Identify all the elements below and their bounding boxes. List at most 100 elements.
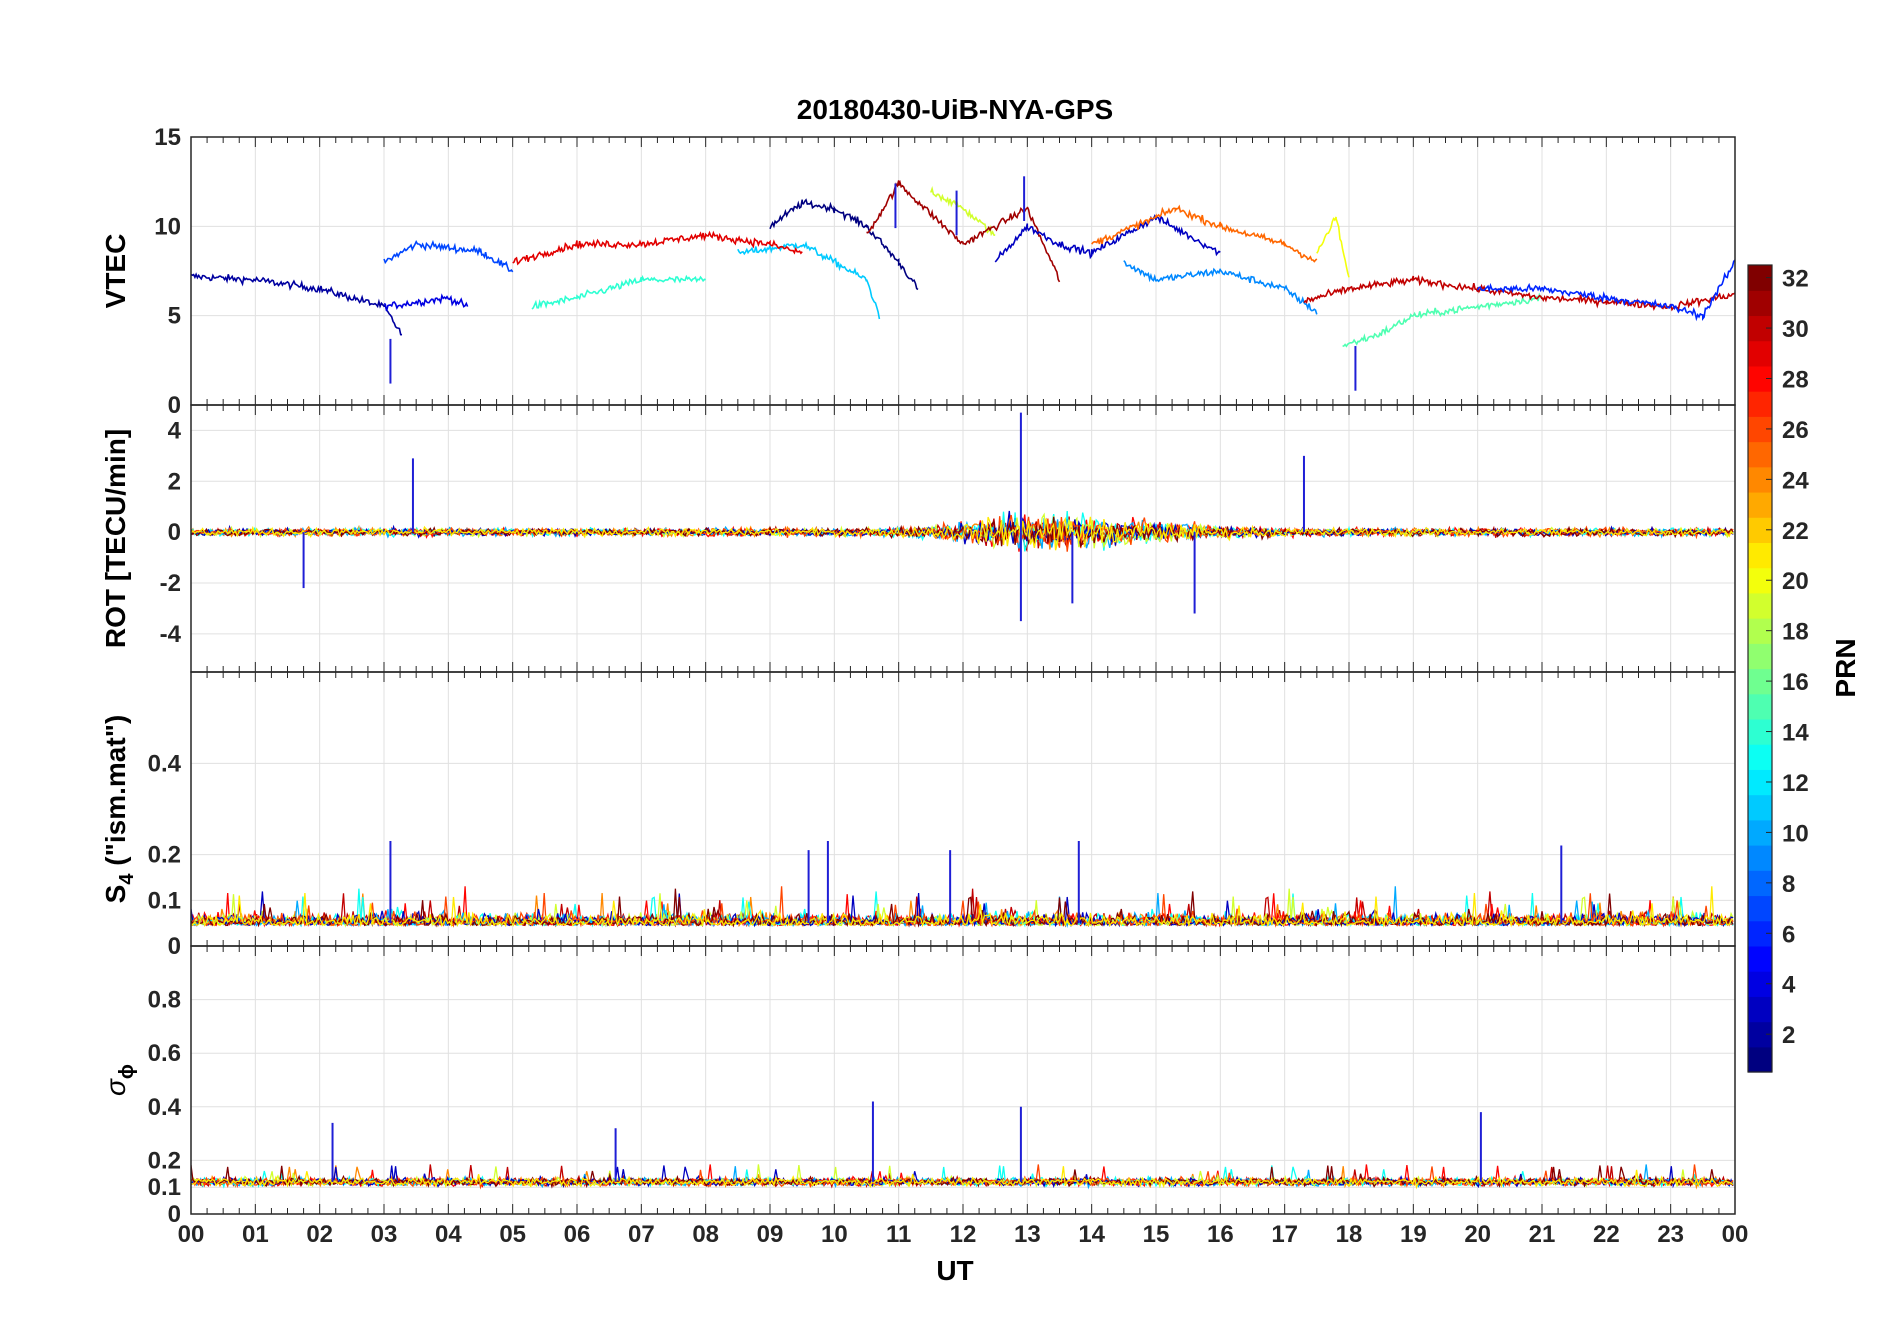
- x-tick-label: 17: [1271, 1221, 1298, 1248]
- colorbar-tick-label: 6: [1782, 921, 1795, 948]
- colorbar-band: [1748, 290, 1772, 317]
- colorbar-label: PRN: [1830, 638, 1861, 697]
- y-tick-label: 0.2: [148, 1147, 181, 1174]
- series-prn-21: [191, 1166, 1734, 1190]
- y-tick-label: 0.4: [148, 1094, 182, 1121]
- y-tick-label: 15: [154, 124, 181, 151]
- panel-data: [191, 176, 1735, 391]
- panel-3: 0 0.1 0.2 0.4 S4 ("ism.mat"): [100, 671, 1736, 960]
- x-tick-label: 01: [242, 1221, 269, 1248]
- panel-1: 0 5 10 15 VTEC: [100, 124, 1736, 419]
- y-tick-label: 0.1: [148, 1174, 181, 1201]
- y-tick-label: 5: [168, 303, 181, 330]
- x-tick-label: 22: [1593, 1221, 1620, 1248]
- colorbar-tick-label: 12: [1782, 770, 1809, 797]
- y-axis-label: σϕ: [100, 1064, 138, 1096]
- colorbar-tick-label: 4: [1782, 972, 1796, 999]
- x-tick-label: 15: [1143, 1221, 1170, 1248]
- x-tick-label: 21: [1529, 1221, 1556, 1248]
- colorbar-band: [1748, 391, 1772, 417]
- series-prn-15: [1342, 292, 1543, 348]
- colorbar-tick-label: 10: [1782, 820, 1809, 847]
- x-tick-label: 18: [1336, 1221, 1363, 1248]
- colorbar-tick-label: 26: [1782, 417, 1809, 444]
- series-prn-14: [531, 274, 706, 310]
- series-prn-20: [1316, 216, 1350, 278]
- x-tick-label: 02: [306, 1221, 333, 1248]
- series-prn-19: [930, 185, 996, 237]
- x-tick-label: 16: [1207, 1221, 1234, 1248]
- colorbar-tick-label: 14: [1782, 720, 1809, 747]
- x-tick-label: 05: [499, 1221, 526, 1248]
- series-prn-21: [191, 886, 1734, 928]
- series-prn-21: [191, 516, 1734, 551]
- y-tick-label: 2: [168, 468, 181, 495]
- x-tick-label: 11: [886, 1221, 911, 1248]
- x-tick-label: 19: [1400, 1221, 1427, 1248]
- panel-data: [191, 1101, 1734, 1190]
- x-tick-label: 12: [950, 1221, 977, 1248]
- colorbar-tick-label: 2: [1782, 1022, 1795, 1049]
- series-prn-11: [737, 240, 881, 320]
- panel-data: [191, 412, 1734, 622]
- colorbar-band: [1748, 592, 1772, 619]
- colorbar-tick-label: 16: [1782, 669, 1809, 696]
- y-tick-label: 0: [168, 1201, 181, 1228]
- x-tick-label: 00: [1722, 1221, 1749, 1248]
- colorbar-frame: [1747, 264, 1773, 1073]
- series-prn-25: [1091, 204, 1318, 263]
- y-tick-label: 0.6: [148, 1040, 181, 1067]
- x-tick-label: 13: [1014, 1221, 1041, 1248]
- colorbar-band: [1748, 996, 1772, 1023]
- colorbar-band: [1748, 744, 1772, 770]
- y-tick-label: 0.2: [148, 842, 181, 869]
- colorbar-band: [1748, 693, 1772, 720]
- x-tick-label: 03: [371, 1221, 398, 1248]
- series-prn-9: [1123, 260, 1318, 315]
- y-axis-label: S4 ("ism.mat"): [100, 715, 138, 904]
- series-prn-4: [383, 293, 469, 312]
- colorbar-tick-label: 32: [1782, 266, 1809, 293]
- colorbar-tick-label: 24: [1782, 467, 1809, 494]
- colorbar-band: [1748, 1046, 1772, 1073]
- colorbar-tick-label: 30: [1782, 316, 1809, 343]
- series-prn-32: [191, 1165, 1734, 1189]
- colorbar-tick-label: 8: [1782, 871, 1795, 898]
- x-tick-label: 20: [1464, 1221, 1491, 1248]
- x-tick-label: 09: [757, 1221, 784, 1248]
- y-tick-label: 0: [168, 392, 181, 419]
- x-tick-label: 10: [821, 1221, 848, 1248]
- chart-title: 20180430-UiB-NYA-GPS: [797, 94, 1113, 125]
- colorbar-tick-label: 22: [1782, 518, 1809, 545]
- y-axis-label: VTEC: [100, 234, 131, 309]
- series-prn-31: [866, 179, 1061, 283]
- x-tick-label: 23: [1657, 1221, 1684, 1248]
- y-tick-label: 4: [168, 417, 182, 444]
- x-tick-label: 04: [435, 1221, 462, 1248]
- panel-4: 00.10.2 0.4 0.6 0.8 σϕ: [100, 945, 1736, 1228]
- y-tick-label: 0: [168, 933, 181, 960]
- x-tick-label: 00: [178, 1221, 205, 1248]
- y-tick-label: -4: [160, 621, 182, 648]
- colorbar-band: [1748, 643, 1772, 670]
- colorbar-tick-label: 20: [1782, 568, 1809, 595]
- colorbar-band: [1748, 441, 1772, 468]
- y-tick-label: 10: [154, 213, 181, 240]
- colorbar-band: [1748, 340, 1772, 367]
- colorbar-tick-label: 18: [1782, 619, 1809, 646]
- x-tick-label: 08: [692, 1221, 719, 1248]
- series-prn-3: [994, 213, 1221, 263]
- panel-data: [191, 840, 1734, 928]
- series-prn-29: [512, 230, 803, 266]
- y-tick-label: 0.1: [148, 887, 181, 914]
- y-tick-label: -2: [160, 570, 181, 597]
- x-tick-label: 07: [628, 1221, 655, 1248]
- x-tick-label: 14: [1078, 1221, 1105, 1248]
- x-axis-label: UT: [936, 1255, 973, 1286]
- series-prn-2: [191, 272, 403, 336]
- series-prn-1: [769, 198, 919, 291]
- x-tick-label: 06: [564, 1221, 591, 1248]
- y-axis-label: ROT [TECU/min]: [100, 429, 131, 648]
